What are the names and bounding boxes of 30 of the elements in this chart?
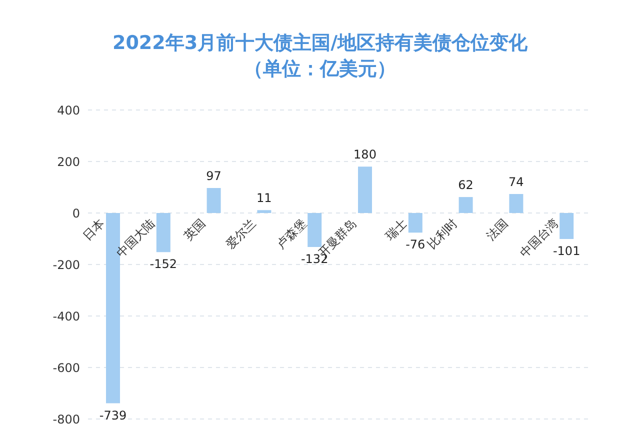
bar bbox=[509, 194, 524, 213]
bar bbox=[156, 213, 170, 252]
bar bbox=[408, 213, 422, 233]
bar bbox=[206, 188, 221, 213]
bar bbox=[257, 210, 272, 213]
y-tick-label: 200 bbox=[57, 154, 80, 169]
chart-title: 2022年3月前十大债主国/地区持有美债仓位变化 bbox=[111, 31, 529, 56]
x-tick-label: 卢森堡 bbox=[274, 216, 309, 252]
bar bbox=[358, 166, 372, 213]
bar bbox=[560, 213, 574, 240]
y-tick-label: -200 bbox=[52, 258, 80, 272]
data-label: -739 bbox=[99, 408, 127, 422]
data-label: -101 bbox=[552, 244, 580, 258]
x-tick-label: 日本 bbox=[80, 216, 108, 244]
data-label: 97 bbox=[206, 169, 222, 184]
y-tick-label: -600 bbox=[52, 360, 80, 375]
y-tick-label: 400 bbox=[57, 103, 80, 118]
x-tick-label: 比利时 bbox=[424, 216, 460, 252]
y-tick-label: -800 bbox=[52, 412, 80, 426]
y-tick-label: -400 bbox=[52, 309, 80, 324]
data-label: 11 bbox=[256, 191, 272, 206]
data-label: 180 bbox=[354, 148, 376, 162]
x-tick-label: 爱尔兰 bbox=[223, 216, 259, 252]
data-label: 74 bbox=[508, 174, 524, 189]
x-tick-label: 法国 bbox=[484, 216, 511, 244]
chart-subtitle: （单位：亿美元） bbox=[243, 57, 397, 82]
y-tick-label: 0 bbox=[72, 206, 80, 220]
bar bbox=[458, 197, 473, 213]
data-label: 62 bbox=[458, 178, 474, 192]
x-tick-label: 英国 bbox=[181, 216, 208, 244]
